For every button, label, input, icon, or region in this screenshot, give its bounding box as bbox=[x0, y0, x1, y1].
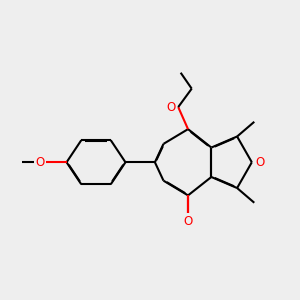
Text: O: O bbox=[183, 215, 193, 228]
Text: O: O bbox=[256, 156, 265, 169]
Text: O: O bbox=[35, 156, 44, 169]
Text: O: O bbox=[167, 100, 176, 114]
